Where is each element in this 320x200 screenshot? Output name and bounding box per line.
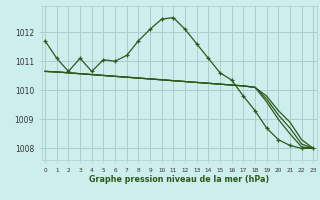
X-axis label: Graphe pression niveau de la mer (hPa): Graphe pression niveau de la mer (hPa)	[89, 175, 269, 184]
